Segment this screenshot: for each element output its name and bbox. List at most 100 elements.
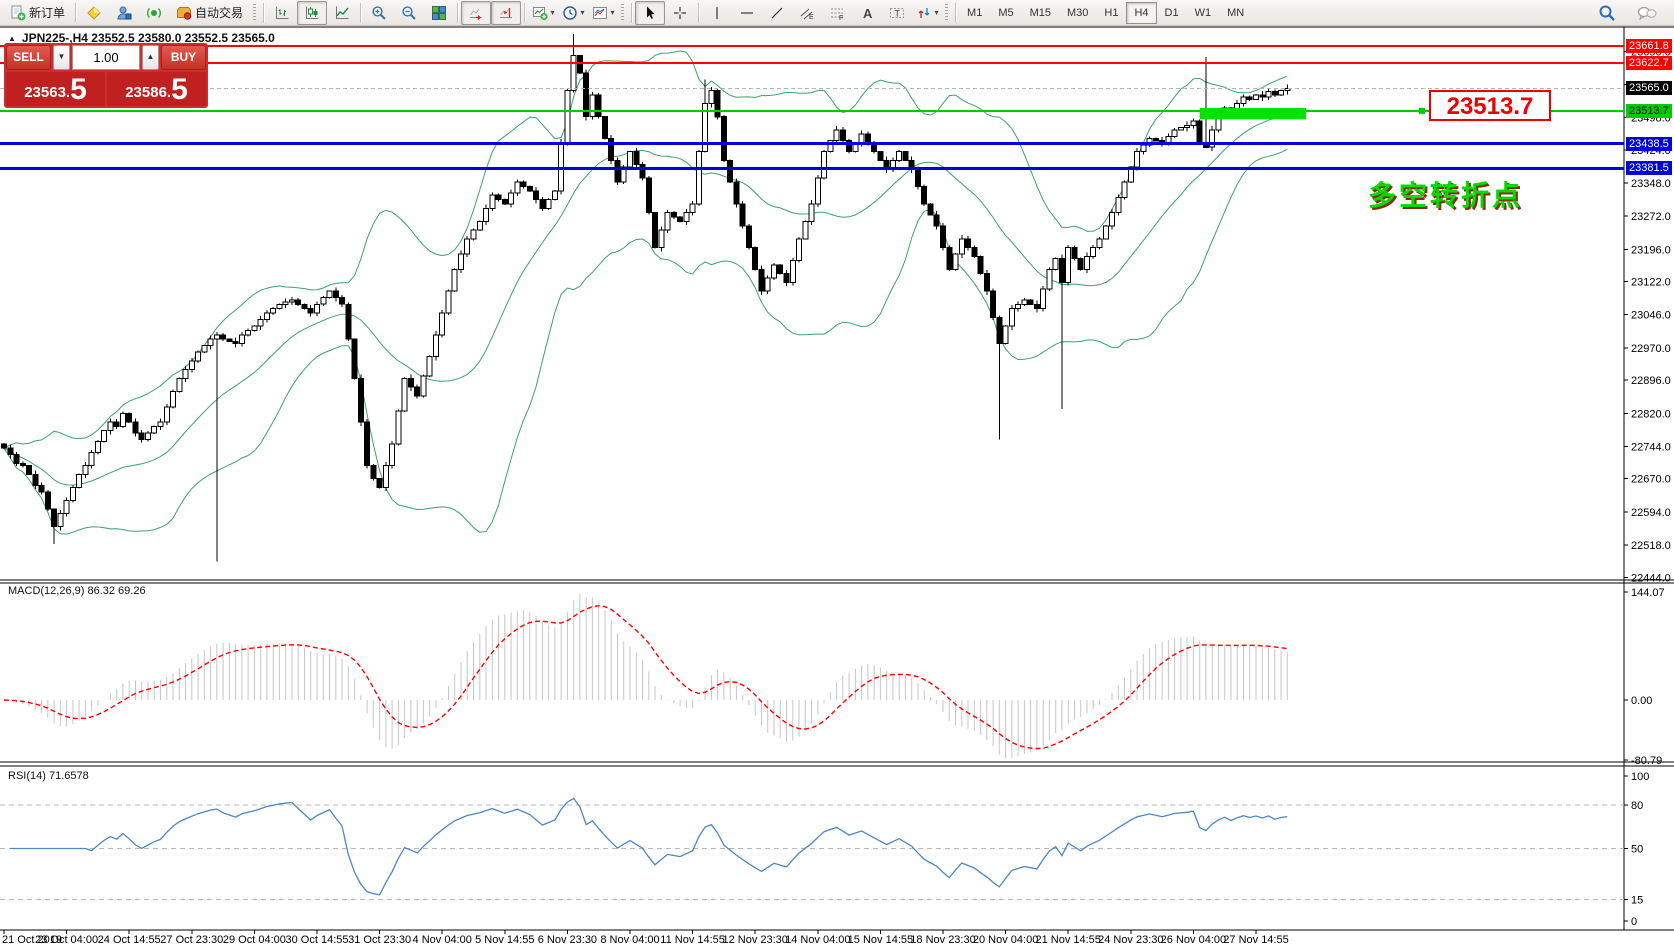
axis-price-label-current: 23565.0 [1626, 81, 1672, 95]
turning-point-annotation: 多空转折点 [1368, 180, 1524, 211]
svg-text:22896.0: 22896.0 [1631, 375, 1671, 387]
zoom-in-button[interactable] [364, 1, 394, 25]
volume-input[interactable] [72, 45, 140, 70]
auto-trading-label: 自动交易 [195, 6, 244, 20]
buy-price-frac: 5 [171, 73, 188, 106]
equidistant-channel-button[interactable]: E [792, 1, 822, 25]
text-label-button[interactable]: T [882, 1, 912, 25]
search-icon[interactable] [1592, 1, 1622, 25]
timeframe-m5-button[interactable]: M5 [998, 6, 1014, 19]
timeframe-h1-button[interactable]: H1 [1104, 6, 1119, 19]
one-click-trading-panel: SELL ▼ ▲ BUY 23563. 5 23586. 5 [4, 43, 208, 108]
fibonacci-button[interactable]: F [822, 1, 852, 25]
svg-text:22744.0: 22744.0 [1631, 441, 1671, 453]
arrows-icon [916, 5, 932, 21]
svg-text:22970.0: 22970.0 [1631, 343, 1671, 355]
svg-text:22594.0: 22594.0 [1631, 507, 1671, 519]
horizontal-line-button[interactable] [732, 1, 762, 25]
indicators-icon [532, 5, 548, 21]
svg-text:23272.0: 23272.0 [1631, 211, 1671, 223]
templates-button[interactable]: ▾ [588, 1, 618, 25]
timeframe-mn-button[interactable]: MN [1227, 6, 1245, 19]
chart-shift-button[interactable] [491, 0, 522, 25]
timeframe-m1-button[interactable]: M1 [967, 6, 983, 19]
svg-text:23122.0: 23122.0 [1631, 277, 1671, 289]
periods-button[interactable]: ▾ [558, 1, 588, 25]
svg-text:21 Nov 14:55: 21 Nov 14:55 [1035, 934, 1100, 946]
sell-button[interactable]: SELL [6, 45, 51, 70]
arrows-button[interactable]: ▾ [912, 1, 942, 25]
crosshair-button[interactable] [665, 1, 695, 25]
volume-down-button[interactable]: ▼ [53, 45, 70, 70]
line-chart-button[interactable] [327, 1, 357, 25]
svg-text:5 Nov 14:55: 5 Nov 14:55 [475, 934, 534, 946]
toolbar-separator [698, 2, 700, 23]
tile-windows-button[interactable] [424, 1, 454, 25]
macd-indicator-label: MACD(12,26,9) 86.32 69.26 [8, 585, 146, 597]
tile-windows-icon [431, 5, 447, 21]
timeframe-h4-button[interactable]: H4 [1126, 1, 1157, 24]
svg-text:T: T [895, 8, 901, 18]
rsi-indicator-label: RSI(14) 71.6578 [8, 770, 89, 782]
axis-price-label-red: 23622.7 [1626, 56, 1672, 70]
text-button[interactable]: A [852, 1, 882, 25]
svg-text:27 Nov 14:55: 27 Nov 14:55 [1223, 934, 1288, 946]
highlight-band[interactable] [1199, 108, 1307, 120]
new-order-button[interactable]: 新订单 [3, 1, 72, 25]
toolbar-grip[interactable] [253, 3, 257, 22]
macd-signal-line [3, 605, 1288, 750]
svg-text:22820.0: 22820.0 [1631, 408, 1671, 420]
chart-title-row: ▲ JPN225-,H4 23552.5 23580.0 23552.5 235… [8, 31, 275, 45]
auto-trading-icon [176, 5, 192, 21]
buy-price-int: 23586. [125, 84, 172, 101]
sell-price-int: 23563. [24, 84, 71, 101]
volume-up-button[interactable]: ▲ [142, 45, 159, 70]
candlestick-button[interactable] [297, 0, 328, 25]
toolbar-grip[interactable] [945, 3, 949, 22]
svg-text:E: E [809, 14, 814, 21]
indicators-button[interactable]: ▾ [528, 1, 558, 25]
price-axis-ticks: 23650.023574.023498.023424.023348.023272… [1624, 46, 1671, 584]
one-click-collapse-icon[interactable]: ▲ [8, 33, 16, 43]
bar-chart-button[interactable] [267, 1, 297, 25]
trendline-button[interactable] [762, 1, 792, 25]
buy-button[interactable]: BUY [161, 45, 206, 70]
svg-text:27 Oct 23:30: 27 Oct 23:30 [160, 934, 223, 946]
toolbar-separator [457, 2, 459, 23]
auto-scroll-button[interactable] [461, 0, 492, 25]
svg-text:50: 50 [1631, 844, 1643, 856]
alerts-button[interactable] [139, 1, 169, 25]
main-toolbar: 新订单 自动交易 ▾ ▾ ▾ E F A T ▾ M1 M5 M15 M30 H1 H4 D1 W1 MN [0, 0, 1674, 26]
svg-text:0.00: 0.00 [1631, 695, 1652, 707]
styler-button[interactable] [79, 1, 109, 25]
chat-icon[interactable] [1632, 1, 1662, 25]
toolbar-grip[interactable] [621, 3, 625, 22]
auto-scroll-icon [468, 5, 484, 21]
toolbar-separator [524, 2, 526, 23]
sell-price[interactable]: 23563. 5 [6, 72, 105, 106]
axis-price-label-red: 23661.8 [1626, 39, 1672, 53]
cursor-button[interactable] [635, 0, 666, 25]
chart-shift-icon [498, 5, 514, 21]
toolbar-right-icons [1592, 1, 1674, 25]
templates-icon [592, 5, 608, 21]
timeframe-w1-button[interactable]: W1 [1194, 6, 1212, 19]
svg-text:22670.0: 22670.0 [1631, 474, 1671, 486]
horizontal-line-icon [739, 5, 755, 21]
zoom-out-button[interactable] [394, 1, 424, 25]
timeframe-m30-button[interactable]: M30 [1067, 6, 1089, 19]
timeframe-d1-button[interactable]: D1 [1164, 6, 1179, 19]
level-lines[interactable] [0, 45, 1624, 170]
line-chart-icon [334, 5, 350, 21]
profiles-button[interactable] [109, 1, 139, 25]
timeframe-m15-button[interactable]: M15 [1029, 6, 1051, 19]
candles [1, 33, 1291, 562]
vertical-line-button[interactable] [702, 1, 732, 25]
buy-price[interactable]: 23586. 5 [107, 72, 206, 106]
svg-text:23 Oct 04:00: 23 Oct 04:00 [35, 934, 98, 946]
svg-text:24 Nov 23:30: 24 Nov 23:30 [1098, 934, 1163, 946]
svg-text:31 Oct 23:30: 31 Oct 23:30 [348, 934, 411, 946]
auto-trading-button[interactable]: 自动交易 [169, 1, 250, 25]
svg-text:26 Nov 04:00: 26 Nov 04:00 [1161, 934, 1226, 946]
